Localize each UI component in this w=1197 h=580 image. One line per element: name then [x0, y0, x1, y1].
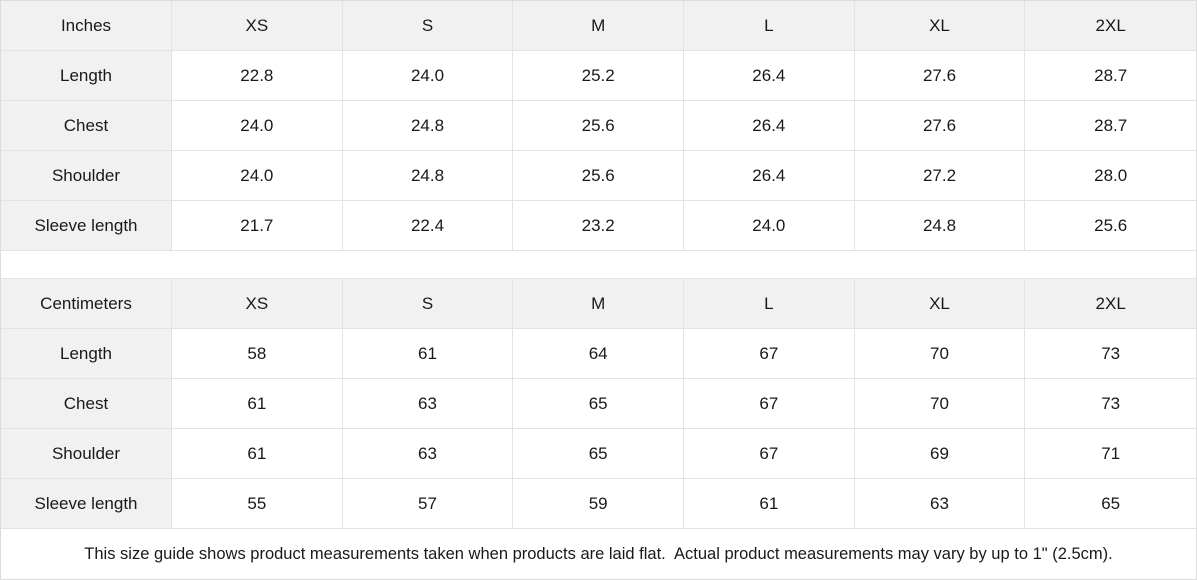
cell-sleeve-l: 61 — [684, 479, 855, 529]
cell-length-s: 24.0 — [342, 51, 514, 101]
cell-shoulder-s: 63 — [342, 429, 514, 479]
row-label-chest: Chest — [1, 379, 172, 429]
cell-shoulder-2xl: 28.0 — [1025, 151, 1196, 201]
cell-shoulder-s: 24.8 — [342, 151, 514, 201]
cell-chest-xl: 70 — [854, 379, 1026, 429]
row-label-chest: Chest — [1, 101, 172, 151]
cell-shoulder-xs: 61 — [172, 429, 343, 479]
cell-sleeve-2xl: 65 — [1025, 479, 1196, 529]
cell-sleeve-l: 24.0 — [684, 201, 855, 251]
col-header-2xl: 2XL — [1025, 1, 1196, 51]
row-label-shoulder: Shoulder — [1, 151, 172, 201]
cell-chest-m: 25.6 — [513, 101, 684, 151]
cell-shoulder-m: 65 — [513, 429, 684, 479]
col-header-xs: XS — [172, 1, 343, 51]
cell-shoulder-2xl: 71 — [1025, 429, 1196, 479]
cell-sleeve-xl: 24.8 — [854, 201, 1026, 251]
cell-sleeve-m: 23.2 — [513, 201, 684, 251]
row-label-sleeve-length: Sleeve length — [1, 479, 172, 529]
cell-sleeve-m: 59 — [513, 479, 684, 529]
cell-chest-xs: 61 — [172, 379, 343, 429]
cell-sleeve-xl: 63 — [854, 479, 1026, 529]
col-header-xl: XL — [854, 279, 1026, 329]
cell-shoulder-m: 25.6 — [513, 151, 684, 201]
cell-sleeve-s: 22.4 — [342, 201, 514, 251]
cell-chest-l: 67 — [684, 379, 855, 429]
cell-length-m: 25.2 — [513, 51, 684, 101]
cell-sleeve-xs: 55 — [172, 479, 343, 529]
cell-chest-l: 26.4 — [684, 101, 855, 151]
cell-shoulder-xs: 24.0 — [172, 151, 343, 201]
cell-length-xl: 27.6 — [854, 51, 1026, 101]
row-label-shoulder: Shoulder — [1, 429, 172, 479]
cell-shoulder-l: 26.4 — [684, 151, 855, 201]
row-label-sleeve-length: Sleeve length — [1, 201, 172, 251]
cell-sleeve-2xl: 25.6 — [1025, 201, 1196, 251]
col-header-s: S — [342, 1, 514, 51]
cell-sleeve-s: 57 — [342, 479, 514, 529]
cell-chest-s: 24.8 — [342, 101, 514, 151]
unit-label-centimeters: Centimeters — [1, 279, 172, 329]
col-header-l: L — [684, 279, 855, 329]
cell-length-l: 26.4 — [684, 51, 855, 101]
cell-length-xl: 70 — [854, 329, 1026, 379]
cell-length-xs: 58 — [172, 329, 343, 379]
cell-length-m: 64 — [513, 329, 684, 379]
cell-length-xs: 22.8 — [172, 51, 343, 101]
inches-table: Inches XS S M L XL 2XL Length 22.8 24.0 … — [1, 1, 1196, 251]
cell-length-l: 67 — [684, 329, 855, 379]
cell-shoulder-xl: 69 — [854, 429, 1026, 479]
centimeters-table: Centimeters XS S M L XL 2XL Length 58 61… — [1, 279, 1196, 529]
row-label-length: Length — [1, 329, 172, 379]
cell-length-s: 61 — [342, 329, 514, 379]
cell-chest-2xl: 28.7 — [1025, 101, 1196, 151]
col-header-2xl: 2XL — [1025, 279, 1196, 329]
col-header-xl: XL — [854, 1, 1026, 51]
col-header-m: M — [513, 279, 684, 329]
col-header-s: S — [342, 279, 514, 329]
col-header-xs: XS — [172, 279, 343, 329]
cell-sleeve-xs: 21.7 — [172, 201, 343, 251]
cell-length-2xl: 73 — [1025, 329, 1196, 379]
cell-chest-2xl: 73 — [1025, 379, 1196, 429]
cell-chest-m: 65 — [513, 379, 684, 429]
cell-shoulder-l: 67 — [684, 429, 855, 479]
cell-chest-xl: 27.6 — [854, 101, 1026, 151]
cell-length-2xl: 28.7 — [1025, 51, 1196, 101]
cell-chest-s: 63 — [342, 379, 514, 429]
table-divider — [1, 251, 1196, 279]
cell-shoulder-xl: 27.2 — [854, 151, 1026, 201]
col-header-m: M — [513, 1, 684, 51]
col-header-l: L — [684, 1, 855, 51]
size-guide-disclaimer: This size guide shows product measuremen… — [1, 529, 1196, 579]
cell-chest-xs: 24.0 — [172, 101, 343, 151]
unit-label-inches: Inches — [1, 1, 172, 51]
row-label-length: Length — [1, 51, 172, 101]
